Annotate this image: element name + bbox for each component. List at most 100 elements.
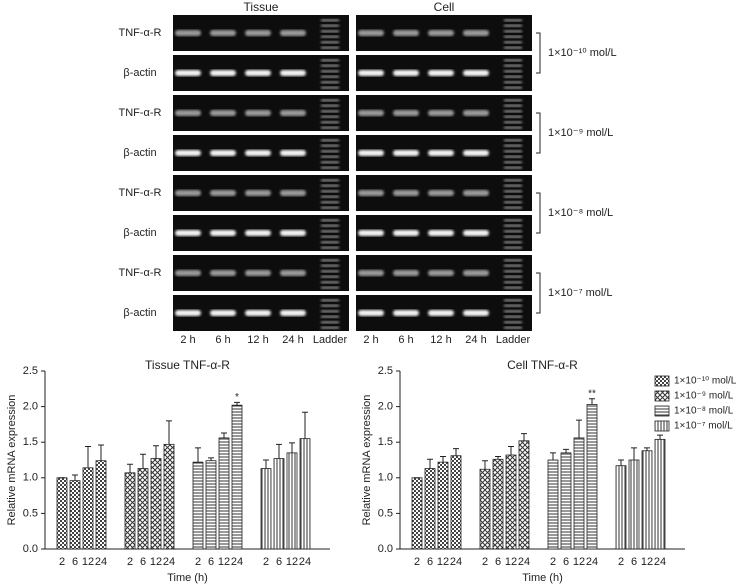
gel-band xyxy=(175,230,201,236)
bar xyxy=(560,452,572,550)
ladder-band xyxy=(321,161,339,164)
gel-band xyxy=(210,110,236,116)
gel-band xyxy=(280,30,306,36)
y-tick-label: 2.0 xyxy=(23,401,38,413)
gel-band xyxy=(358,150,384,156)
ladder-band xyxy=(504,155,522,158)
gel-band xyxy=(358,70,384,76)
bar xyxy=(124,472,136,550)
bracket xyxy=(536,272,541,314)
bar xyxy=(628,459,640,550)
ladder-band xyxy=(504,75,522,78)
gel-band xyxy=(428,30,454,36)
gel-band xyxy=(393,190,419,196)
gel-band xyxy=(463,190,489,196)
ladder-band xyxy=(504,30,522,33)
y-axis-label: Relative mRNA expression xyxy=(6,395,18,526)
ladder-band xyxy=(504,70,522,73)
gel-band xyxy=(280,110,306,116)
concentration-label: 1×10⁻¹⁰ mol/L xyxy=(548,47,617,59)
ladder-band xyxy=(504,326,522,329)
gel-band xyxy=(358,190,384,196)
x-tick-label: 24 xyxy=(654,556,666,568)
x-tick-label: 12 xyxy=(505,556,517,568)
lane-label: 6 h xyxy=(398,334,413,346)
x-tick-label: 24 xyxy=(586,556,598,568)
row-label: TNF-α-R xyxy=(118,267,161,279)
lane-label: 12 h xyxy=(247,334,268,346)
legend-swatch xyxy=(654,375,670,387)
ladder-band xyxy=(504,264,522,267)
gel-band xyxy=(463,230,489,236)
gel-band xyxy=(245,190,271,196)
bar xyxy=(424,468,436,550)
gel-band xyxy=(393,110,419,116)
ladder-band xyxy=(321,201,339,204)
ladder-band xyxy=(504,219,522,222)
ladder-band xyxy=(504,235,522,238)
ladder-band xyxy=(504,24,522,27)
lane-label: Ladder xyxy=(496,334,531,346)
error-bar xyxy=(427,458,433,469)
lane-label: 2 h xyxy=(180,334,195,346)
bar xyxy=(615,465,627,550)
bar xyxy=(82,467,94,550)
gel-band xyxy=(245,230,271,236)
x-tick-label: 24 xyxy=(163,556,175,568)
x-tick-label: 2 xyxy=(195,556,201,568)
gel-band xyxy=(245,70,271,76)
gel-band xyxy=(358,310,384,316)
legend-label: 1×10⁻¹⁰ mol/L xyxy=(674,376,737,387)
gel-band xyxy=(358,30,384,36)
ladder-band xyxy=(321,206,339,209)
error-bar xyxy=(127,463,133,473)
y-tick-label: 2.5 xyxy=(23,365,38,377)
ladder-band xyxy=(321,326,339,329)
error-bar xyxy=(85,445,91,468)
chart-title: Tissue TNF-α-R xyxy=(145,358,230,372)
ladder-band xyxy=(504,19,522,22)
x-tick-label: 12 xyxy=(573,556,585,568)
x-tick-label: 6 xyxy=(563,556,569,568)
legend-label: 1×10⁻⁷ mol/L xyxy=(674,421,733,432)
ladder-band xyxy=(504,299,522,302)
ladder-band xyxy=(321,115,339,118)
ladder-band xyxy=(504,41,522,44)
bar xyxy=(492,458,504,550)
ladder-band xyxy=(321,230,339,233)
ladder-band xyxy=(321,46,339,49)
lane-label: 2 h xyxy=(363,334,378,346)
error-bar xyxy=(657,434,663,440)
ladder-band xyxy=(321,264,339,267)
x-tick-label: 6 xyxy=(140,556,146,568)
gel-band xyxy=(393,310,419,316)
gel-band xyxy=(210,310,236,316)
ladder-band xyxy=(321,24,339,27)
bar xyxy=(505,454,517,550)
error-bar xyxy=(440,455,446,463)
error-bar xyxy=(72,474,78,481)
x-tick-label: 24 xyxy=(518,556,530,568)
error-bar xyxy=(289,442,295,453)
gel-band xyxy=(463,270,489,276)
ladder-band xyxy=(321,81,339,84)
ladder-band xyxy=(321,35,339,38)
ladder-band xyxy=(504,315,522,318)
gel-band xyxy=(428,110,454,116)
ladder-band xyxy=(321,99,339,102)
x-tick-label: 24 xyxy=(95,556,107,568)
bar xyxy=(641,450,653,550)
ladder-band xyxy=(321,286,339,289)
ladder-band xyxy=(504,115,522,118)
ladder-band xyxy=(504,286,522,289)
bar xyxy=(586,404,598,550)
ladder-band xyxy=(321,299,339,302)
x-tick-label: 24 xyxy=(450,556,462,568)
ladder-band xyxy=(321,104,339,107)
ladder-band xyxy=(504,144,522,147)
y-tick-label: 0.0 xyxy=(378,543,393,555)
gel-band xyxy=(210,30,236,36)
error-bar xyxy=(276,443,282,459)
x-tick-label: 2 xyxy=(482,556,488,568)
gel-band xyxy=(175,110,201,116)
